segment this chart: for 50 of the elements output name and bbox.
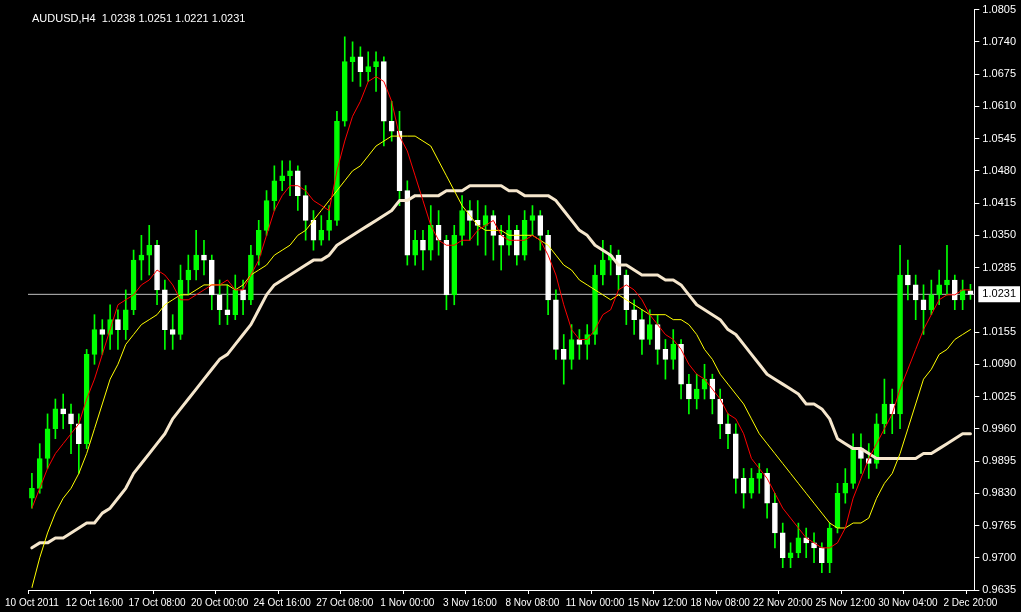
candlestick: [373, 51, 379, 92]
candlestick: [905, 259, 911, 301]
y-tick-label: 0.9960: [982, 421, 1017, 434]
candlestick: [146, 225, 153, 276]
x-tick-label: 1 Nov 00:00: [380, 596, 435, 608]
y-tick-label: 0.9830: [982, 486, 1017, 499]
y-tick-label: 0.9765: [982, 518, 1017, 531]
candlestick: [115, 309, 121, 350]
x-tick-label: 10 Oct 2011: [5, 596, 60, 608]
x-tick-label: 25 Nov 12:00: [815, 596, 876, 608]
x-tick-label: 2 Dec 20:00: [943, 596, 998, 608]
y-tick-label: 1.0610: [982, 99, 1017, 112]
candlestick: [944, 244, 950, 296]
candlestick: [99, 319, 106, 355]
candlestick: [287, 160, 293, 196]
candlestick: [560, 334, 567, 385]
y-tick-label: 1.0350: [982, 228, 1017, 241]
x-tick-label: 17 Oct 08:00: [128, 596, 187, 608]
y-tick-label: 1.0805: [982, 2, 1017, 15]
y-tick-label: 1.0415: [982, 196, 1017, 209]
y-tick-label: 0.9700: [982, 550, 1017, 563]
y-tick-label: 1.0285: [982, 260, 1017, 273]
y-tick-label: 0.9895: [982, 454, 1017, 467]
candlestick: [169, 314, 176, 350]
x-tick-label: 22 Nov 20:00: [752, 596, 813, 608]
x-tick-label: 8 Nov 08:00: [505, 596, 560, 608]
x-tick-label: 30 Nov 04:00: [878, 596, 939, 608]
x-tick-label: 18 Nov 08:00: [690, 596, 751, 608]
x-tick-label: 15 Nov 12:00: [627, 596, 688, 608]
y-tick-label: 1.0025: [982, 389, 1017, 402]
candlestick: [68, 403, 74, 454]
chart-title: AUDUSD,H4 1.0238 1.0251 1.0221 1.0231: [32, 12, 246, 25]
candlestick: [201, 239, 207, 276]
candlestick: [279, 160, 286, 191]
x-tick-label: 12 Oct 16:00: [65, 596, 124, 608]
ref-line-label: 1.0231: [982, 287, 1017, 300]
y-tick-label: 0.9635: [982, 583, 1017, 596]
x-tick-label: 3 Nov 16:00: [442, 596, 498, 608]
y-tick-label: 1.0675: [982, 67, 1017, 80]
y-tick-label: 1.0545: [982, 131, 1017, 144]
candlestick: [365, 51, 372, 82]
x-tick-label: 24 Oct 16:00: [253, 596, 312, 608]
y-tick-label: 1.0480: [982, 163, 1017, 176]
candlestick: [60, 393, 67, 430]
y-tick-label: 1.0740: [982, 34, 1017, 47]
y-tick-label: 1.0090: [982, 357, 1017, 370]
x-tick-label: 27 Oct 08:00: [316, 596, 374, 608]
x-tick-label: 11 Nov 00:00: [565, 596, 625, 608]
y-tick-label: 1.0155: [982, 325, 1017, 338]
x-tick-label: 20 Oct 00:00: [190, 596, 249, 608]
